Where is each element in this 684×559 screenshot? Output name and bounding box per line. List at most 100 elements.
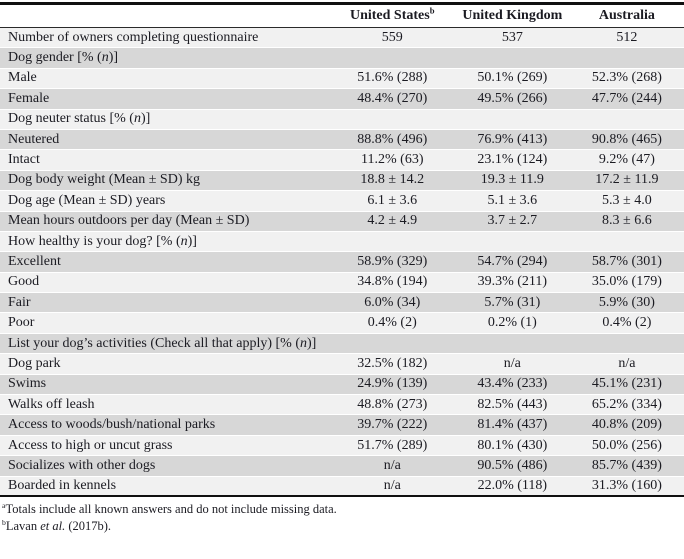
cell-au xyxy=(569,332,684,354)
cell-us: 18.8 ± 14.2 xyxy=(329,169,455,191)
row-label: Boarded in kennels xyxy=(0,475,330,498)
cell-us: 48.4% (270) xyxy=(329,88,455,110)
corner-cell xyxy=(0,3,330,28)
cell-au xyxy=(569,230,684,252)
footnote-a: aTotals include all known answers and do… xyxy=(2,501,337,517)
table-row: Poor 0.4% (2) 0.2% (1) 0.4% (2) xyxy=(0,312,684,334)
cell-au: 52.3% (268) xyxy=(569,67,684,89)
section-row: How healthy is your dog? [% (n)] xyxy=(0,230,684,252)
row-label: Poor xyxy=(0,312,330,334)
cell-au: 85.7% (439) xyxy=(569,455,684,477)
row-label: Female xyxy=(0,88,330,110)
cell-uk: 49.5% (266) xyxy=(454,88,570,110)
col-header-australia: Australia xyxy=(569,3,684,28)
cell-au: 65.2% (334) xyxy=(569,394,684,415)
cell-us xyxy=(329,47,455,69)
section-label: Dog gender [% (n)] xyxy=(0,47,330,69)
table-row: Dog body weight (Mean ± SD) kg 18.8 ± 14… xyxy=(0,169,684,191)
table-row: Fair 6.0% (34) 5.7% (31) 5.9% (30) xyxy=(0,292,684,313)
table-row: Mean hours outdoors per day (Mean ± SD) … xyxy=(0,210,684,232)
table-row: Dog age (Mean ± SD) years 6.1 ± 3.6 5.1 … xyxy=(0,190,684,212)
cell-uk: 54.7% (294) xyxy=(454,251,570,273)
table-row: Neutered 88.8% (496) 76.9% (413) 90.8% (… xyxy=(0,128,684,150)
table-row: Boarded in kennels n/a 22.0% (118) 31.3%… xyxy=(0,475,684,498)
cell-uk: 39.3% (211) xyxy=(454,271,570,293)
questionnaire-stats-table: United Statesb United Kingdom Australia … xyxy=(0,2,684,498)
table-header: United Statesb United Kingdom Australia xyxy=(0,3,684,28)
cell-au: 40.8% (209) xyxy=(569,414,684,436)
cell-uk: n/a xyxy=(454,353,570,375)
footnote-b: bLavan et al. (2017b). xyxy=(2,517,112,533)
row-label: Number of owners completing questionnair… xyxy=(0,26,330,48)
cell-au xyxy=(569,47,684,69)
cell-uk xyxy=(454,230,570,252)
cell-us: 51.6% (288) xyxy=(329,67,455,89)
cell-au: 35.0% (179) xyxy=(569,271,684,293)
table-row: Male 51.6% (288) 50.1% (269) 52.3% (268) xyxy=(0,67,684,89)
cell-us xyxy=(329,108,455,130)
cell-au: 90.8% (465) xyxy=(569,128,684,150)
cell-au: 45.1% (231) xyxy=(569,373,684,395)
row-label: Swims xyxy=(0,373,330,395)
row-label: Mean hours outdoors per day (Mean ± SD) xyxy=(0,210,330,232)
cell-au: 17.2 ± 11.9 xyxy=(569,169,684,191)
cell-uk: 23.1% (124) xyxy=(454,149,570,171)
cell-au: 31.3% (160) xyxy=(569,475,684,498)
cell-uk xyxy=(454,108,570,130)
cell-us: 51.7% (289) xyxy=(329,434,455,456)
row-label: Dog body weight (Mean ± SD) kg xyxy=(0,169,330,191)
cell-us: 4.2 ± 4.9 xyxy=(329,210,455,232)
cell-uk: 5.7% (31) xyxy=(454,292,570,313)
table-row: Dog park 32.5% (182) n/a n/a xyxy=(0,353,684,375)
table-row: Intact 11.2% (63) 23.1% (124) 9.2% (47) xyxy=(0,149,684,171)
row-label: Excellent xyxy=(0,251,330,273)
cell-us: 32.5% (182) xyxy=(329,353,455,375)
row-label: Walks off leash xyxy=(0,394,330,415)
row-label: Neutered xyxy=(0,128,330,150)
cell-us: 559 xyxy=(329,26,455,48)
row-label: Dog age (Mean ± SD) years xyxy=(0,190,330,212)
cell-uk xyxy=(454,47,570,69)
cell-au: 58.7% (301) xyxy=(569,251,684,273)
cell-au: 50.0% (256) xyxy=(569,434,684,456)
table-row: Access to woods/bush/national parks 39.7… xyxy=(0,414,684,436)
cell-uk: 3.7 ± 2.7 xyxy=(454,210,570,232)
cell-us: 6.0% (34) xyxy=(329,292,455,313)
cell-us: 0.4% (2) xyxy=(329,312,455,334)
cell-au: 47.7% (244) xyxy=(569,88,684,110)
cell-us: 6.1 ± 3.6 xyxy=(329,190,455,212)
section-row: Dog neuter status [% (n)] xyxy=(0,108,684,130)
cell-uk: 19.3 ± 11.9 xyxy=(454,169,570,191)
row-label: Access to high or uncut grass xyxy=(0,434,330,456)
col-header-united-kingdom: United Kingdom xyxy=(454,3,570,28)
table-row: Access to high or uncut grass 51.7% (289… xyxy=(0,434,684,456)
cell-uk: 81.4% (437) xyxy=(454,414,570,436)
cell-us: 24.9% (139) xyxy=(329,373,455,395)
cell-uk: 5.1 ± 3.6 xyxy=(454,190,570,212)
section-label: How healthy is your dog? [% (n)] xyxy=(0,230,330,252)
cell-uk: 76.9% (413) xyxy=(454,128,570,150)
cell-us: 88.8% (496) xyxy=(329,128,455,150)
cell-au: 512 xyxy=(569,26,684,48)
cell-us: 34.8% (194) xyxy=(329,271,455,293)
cell-au: n/a xyxy=(569,353,684,375)
cell-uk: 50.1% (269) xyxy=(454,67,570,89)
row-label: Dog park xyxy=(0,353,330,375)
cell-uk: 80.1% (430) xyxy=(454,434,570,456)
cell-us: 58.9% (329) xyxy=(329,251,455,273)
table-footnotes: aTotals include all known answers and do… xyxy=(0,497,684,535)
cell-us: n/a xyxy=(329,475,455,498)
table-row: Swims 24.9% (139) 43.4% (233) 45.1% (231… xyxy=(0,373,684,395)
cell-au: 0.4% (2) xyxy=(569,312,684,334)
col-header-united-states: United Statesb xyxy=(329,3,455,28)
cell-us: 39.7% (222) xyxy=(329,414,455,436)
cell-au: 8.3 ± 6.6 xyxy=(569,210,684,232)
cell-us xyxy=(329,230,455,252)
cell-uk: 0.2% (1) xyxy=(454,312,570,334)
cell-au: 5.9% (30) xyxy=(569,292,684,313)
row-label: Access to woods/bush/national parks xyxy=(0,414,330,436)
header-row: United Statesb United Kingdom Australia xyxy=(0,3,684,28)
cell-uk xyxy=(454,332,570,354)
row-label: Good xyxy=(0,271,330,293)
